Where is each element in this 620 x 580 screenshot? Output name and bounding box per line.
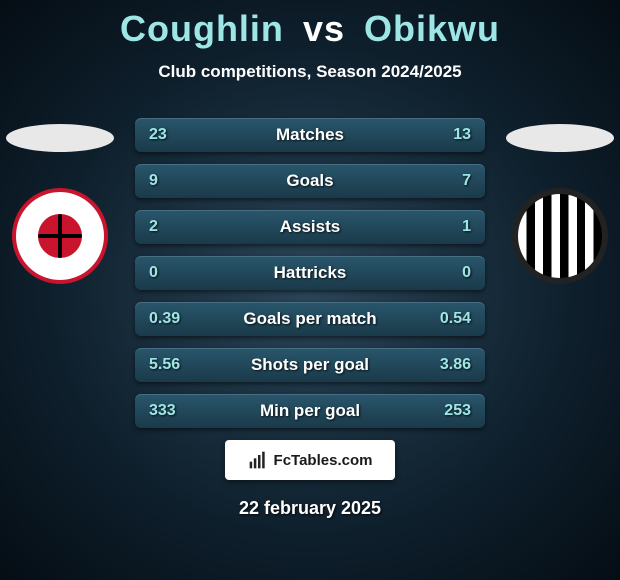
stat-left-value: 23 [149,126,199,144]
stat-row-min-per-goal: 333 Min per goal 253 [135,394,485,428]
stat-left-value: 2 [149,218,199,236]
stat-row-shots-per-goal: 5.56 Shots per goal 3.86 [135,348,485,382]
right-shadow-ellipse [506,124,614,152]
brand-badge[interactable]: FcTables.com [225,440,395,480]
stat-row-goals: 9 Goals 7 [135,164,485,198]
chart-icon [248,450,268,470]
stat-row-matches: 23 Matches 13 [135,118,485,152]
ball-icon [38,214,82,258]
brand-text: FcTables.com [274,452,373,469]
stat-label: Matches [199,125,421,145]
left-shadow-ellipse [6,124,114,152]
stat-left-value: 0 [149,264,199,282]
stat-right-value: 0.54 [421,310,471,328]
vs-text: vs [303,8,345,49]
stat-row-assists: 2 Assists 1 [135,210,485,244]
stat-label: Goals per match [199,309,421,329]
stat-row-goals-per-match: 0.39 Goals per match 0.54 [135,302,485,336]
player2-name: Obikwu [364,8,500,49]
stat-right-value: 0 [421,264,471,282]
stat-right-value: 3.86 [421,356,471,374]
stat-right-value: 13 [421,126,471,144]
stat-right-value: 1 [421,218,471,236]
stat-left-value: 5.56 [149,356,199,374]
stats-table: 23 Matches 13 9 Goals 7 2 Assists 1 0 Ha… [135,118,485,440]
stat-row-hattricks: 0 Hattricks 0 [135,256,485,290]
stat-label: Hattricks [199,263,421,283]
page-title: Coughlin vs Obikwu [0,0,620,50]
stat-right-value: 253 [421,402,471,420]
stat-left-value: 333 [149,402,199,420]
stat-left-value: 9 [149,172,199,190]
subtitle: Club competitions, Season 2024/2025 [0,62,620,82]
left-club-column [0,100,120,440]
stat-label: Assists [199,217,421,237]
stat-label: Shots per goal [199,355,421,375]
right-club-column [500,100,620,440]
stat-right-value: 7 [421,172,471,190]
left-club-crest [12,188,108,284]
stat-label: Min per goal [199,401,421,421]
player1-name: Coughlin [120,8,284,49]
stat-left-value: 0.39 [149,310,199,328]
date-text: 22 february 2025 [0,498,620,519]
right-club-crest [512,188,608,284]
stat-label: Goals [199,171,421,191]
